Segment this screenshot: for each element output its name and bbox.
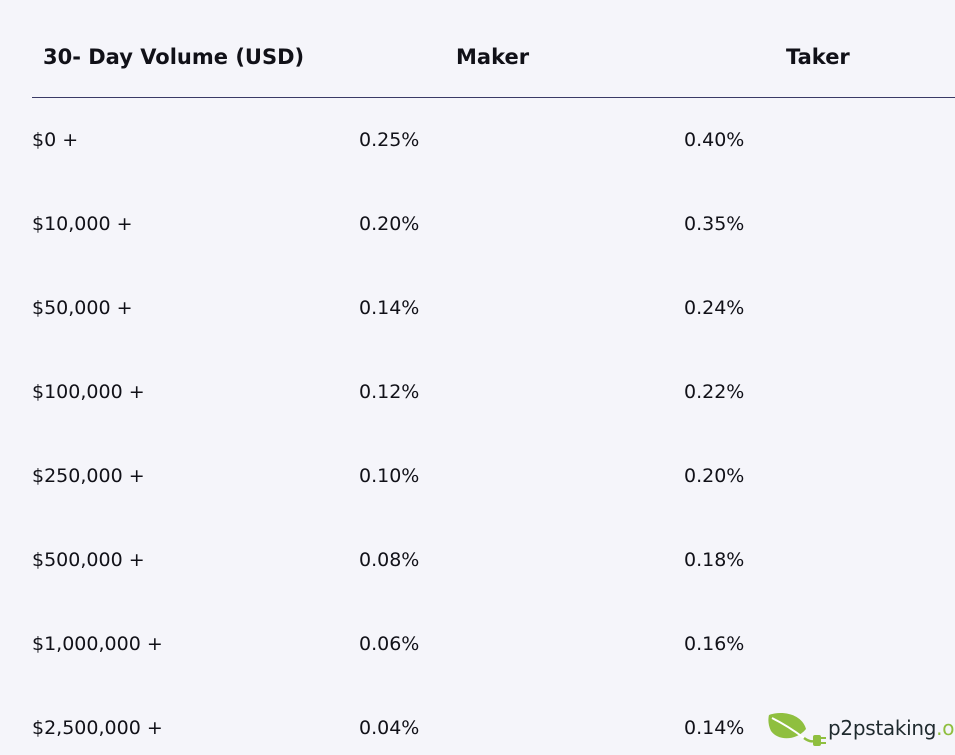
volume-cell: $1,000,000 + bbox=[32, 633, 163, 655]
leaf-plug-icon bbox=[768, 712, 826, 746]
maker-fee-cell: 0.04% bbox=[359, 717, 420, 739]
volume-cell: $50,000 + bbox=[32, 297, 133, 319]
volume-cell: $0 + bbox=[32, 129, 79, 151]
taker-fee-cell: 0.24% bbox=[684, 297, 745, 319]
p2pstaking-watermark: p2pstaking.org bbox=[766, 710, 955, 748]
volume-cell: $10,000 + bbox=[32, 213, 133, 235]
table-row: $0 + 0.25% 0.40% bbox=[0, 98, 955, 182]
taker-fee-cell: 0.18% bbox=[684, 549, 745, 571]
volume-column-header: 30- Day Volume (USD) bbox=[43, 45, 305, 69]
maker-fee-cell: 0.06% bbox=[359, 633, 420, 655]
volume-cell: $100,000 + bbox=[32, 381, 145, 403]
maker-fee-cell: 0.20% bbox=[359, 213, 420, 235]
taker-fee-cell: 0.14% bbox=[684, 717, 745, 739]
taker-fee-cell: 0.20% bbox=[684, 465, 745, 487]
volume-cell: $2,500,000 + bbox=[32, 717, 163, 739]
table-header-row: 30- Day Volume (USD) Maker Taker bbox=[0, 0, 955, 98]
maker-fee-cell: 0.08% bbox=[359, 549, 420, 571]
taker-column-header: Taker bbox=[786, 45, 850, 69]
volume-cell: $250,000 + bbox=[32, 465, 145, 487]
maker-fee-cell: 0.10% bbox=[359, 465, 420, 487]
table-row: $100,000 + 0.12% 0.22% bbox=[0, 350, 955, 434]
table-row: $1,000,000 + 0.06% 0.16% bbox=[0, 602, 955, 686]
table-row: $10,000 + 0.20% 0.35% bbox=[0, 182, 955, 266]
volume-cell: $500,000 + bbox=[32, 549, 145, 571]
taker-fee-cell: 0.16% bbox=[684, 633, 745, 655]
watermark-site-name: p2pstaking bbox=[828, 716, 937, 740]
maker-fee-cell: 0.12% bbox=[359, 381, 420, 403]
table-row: $250,000 + 0.10% 0.20% bbox=[0, 434, 955, 518]
maker-fee-cell: 0.14% bbox=[359, 297, 420, 319]
table-row: $2,500,000 + 0.04% 0.14% bbox=[0, 686, 955, 755]
maker-fee-cell: 0.25% bbox=[359, 129, 420, 151]
taker-fee-cell: 0.35% bbox=[684, 213, 745, 235]
table-row: $50,000 + 0.14% 0.24% bbox=[0, 266, 955, 350]
taker-fee-cell: 0.40% bbox=[684, 129, 745, 151]
taker-fee-cell: 0.22% bbox=[684, 381, 745, 403]
watermark-tld: .org bbox=[936, 716, 955, 740]
maker-column-header: Maker bbox=[456, 45, 530, 69]
header-divider bbox=[32, 97, 955, 98]
table-row: $500,000 + 0.08% 0.18% bbox=[0, 518, 955, 602]
